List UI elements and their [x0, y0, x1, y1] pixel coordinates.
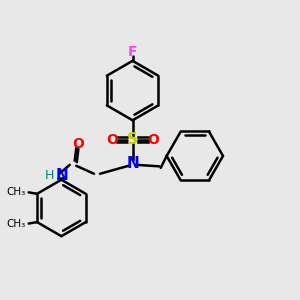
Text: N: N [56, 168, 68, 183]
Text: O: O [106, 133, 118, 147]
Text: CH₃: CH₃ [7, 188, 26, 197]
Text: N: N [126, 156, 139, 171]
Text: F: F [128, 45, 137, 59]
Text: S: S [127, 132, 138, 147]
Text: CH₃: CH₃ [7, 220, 26, 230]
Text: H: H [45, 169, 54, 182]
Text: O: O [147, 133, 159, 147]
Text: O: O [72, 137, 84, 151]
